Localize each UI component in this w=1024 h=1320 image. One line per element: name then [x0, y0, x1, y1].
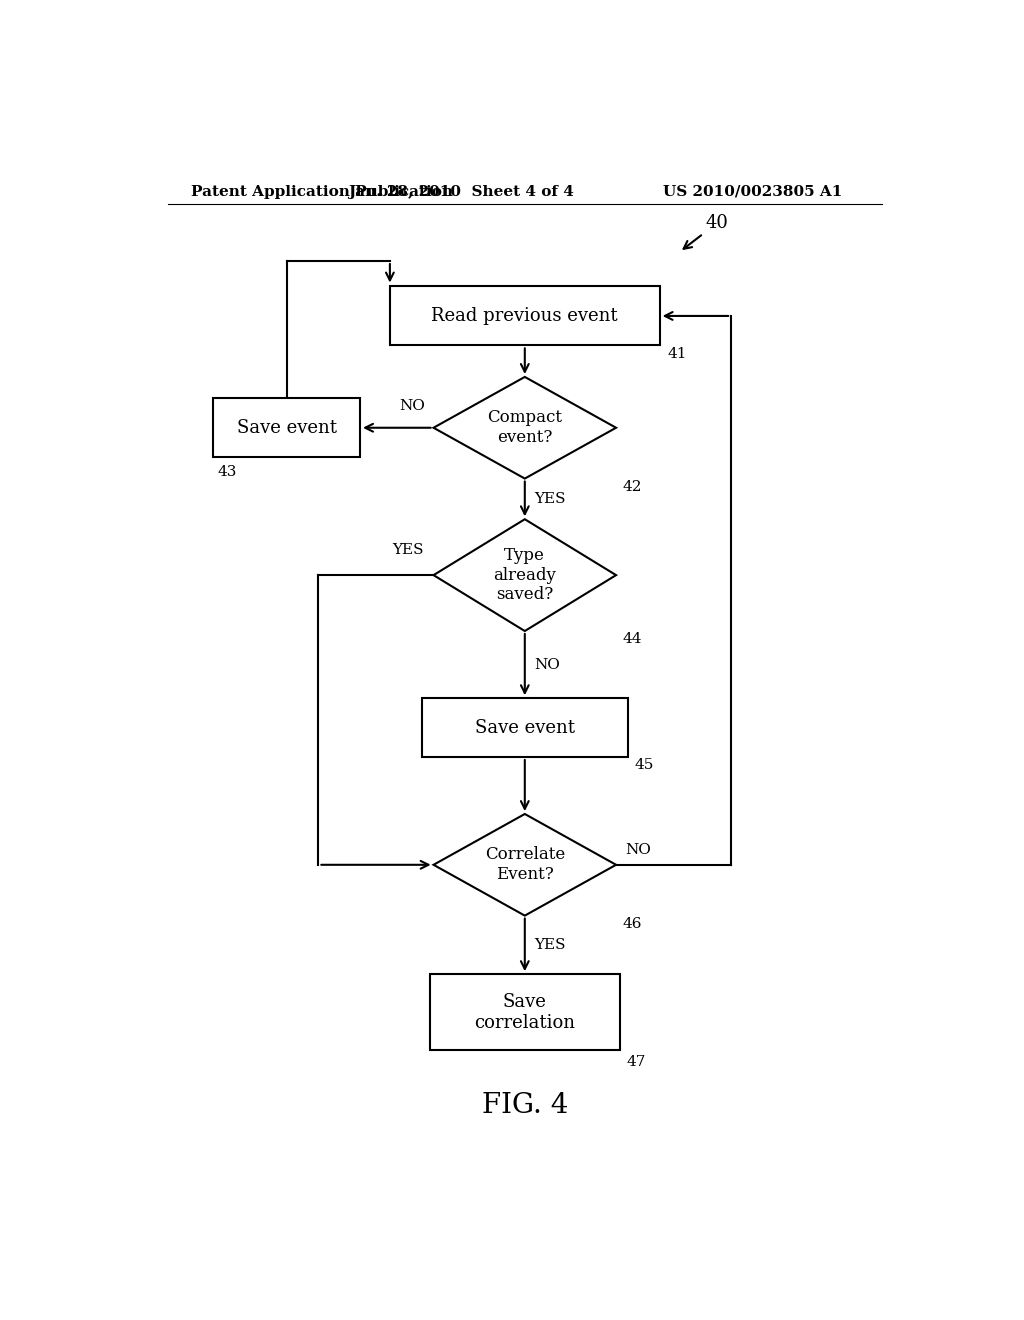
- Polygon shape: [433, 814, 616, 916]
- Text: Jan. 28, 2010  Sheet 4 of 4: Jan. 28, 2010 Sheet 4 of 4: [348, 185, 574, 199]
- Text: Save event: Save event: [475, 718, 574, 737]
- Text: Type
already
saved?: Type already saved?: [494, 546, 556, 603]
- Text: YES: YES: [392, 543, 424, 557]
- FancyBboxPatch shape: [422, 698, 628, 758]
- Text: Patent Application Publication: Patent Application Publication: [191, 185, 454, 199]
- Text: 40: 40: [706, 214, 729, 231]
- Text: YES: YES: [535, 937, 566, 952]
- Text: NO: NO: [535, 657, 560, 672]
- Polygon shape: [433, 378, 616, 479]
- Text: 46: 46: [623, 917, 642, 931]
- Text: Correlate
Event?: Correlate Event?: [484, 846, 565, 883]
- Text: Save
correlation: Save correlation: [474, 993, 575, 1031]
- Text: 44: 44: [623, 632, 642, 647]
- Text: 43: 43: [217, 465, 237, 479]
- Text: Read previous event: Read previous event: [431, 308, 618, 325]
- Text: 47: 47: [627, 1055, 646, 1068]
- FancyBboxPatch shape: [390, 286, 659, 346]
- Text: Save event: Save event: [237, 418, 337, 437]
- Text: NO: NO: [399, 399, 426, 412]
- Text: 45: 45: [634, 758, 653, 772]
- Text: US 2010/0023805 A1: US 2010/0023805 A1: [663, 185, 842, 199]
- Text: 42: 42: [623, 479, 642, 494]
- Text: FIG. 4: FIG. 4: [481, 1092, 568, 1119]
- Text: YES: YES: [535, 492, 566, 506]
- Text: NO: NO: [626, 842, 651, 857]
- FancyBboxPatch shape: [430, 974, 620, 1051]
- FancyBboxPatch shape: [213, 399, 360, 457]
- Text: 41: 41: [668, 347, 687, 360]
- Polygon shape: [433, 519, 616, 631]
- Text: Compact
event?: Compact event?: [487, 409, 562, 446]
